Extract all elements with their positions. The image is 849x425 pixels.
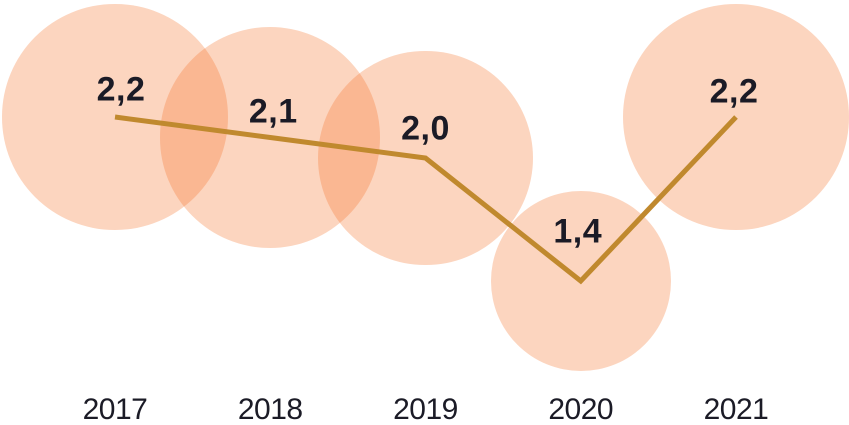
value-label-2017: 2,2 [96,70,146,109]
x-axis-label-2021: 2021 [703,393,769,425]
bubble-2017 [2,4,228,230]
x-axis-label-2020: 2020 [548,393,614,425]
value-label-2020: 1,4 [553,212,603,251]
value-label-2018: 2,1 [248,92,298,130]
x-axis-label-2018: 2018 [237,393,303,425]
value-label-2021: 2,2 [709,72,759,111]
trend-line [114,114,738,285]
x-axis-label-2017: 2017 [82,393,148,425]
x-axis-label-2019: 2019 [393,393,458,425]
bubble-2021 [623,4,849,230]
value-label-2019: 2,0 [401,109,450,148]
